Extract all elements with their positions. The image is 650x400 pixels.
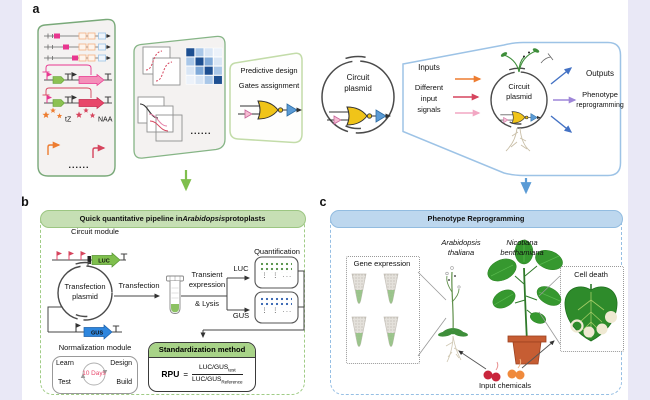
luc-plate-ellipsis: ⋮ ⋮ ...: [261, 273, 293, 279]
panel-c-title: Phenotype Reprogramming: [427, 214, 525, 223]
gene-expression-box: [346, 256, 420, 364]
circuit-plasmid-label: plasmid: [344, 84, 372, 93]
numerator-sub: test: [228, 367, 236, 373]
cycle-design-label: Design: [110, 360, 132, 367]
circuit-plasmid-label: Circuit: [346, 73, 370, 82]
transient-expression-label: Transient: [191, 270, 223, 279]
panel-c-label: c: [319, 195, 327, 209]
panel-b-title-italic: Arabidopsis: [182, 214, 226, 223]
transfection-plasmid-label: Transfection: [64, 282, 106, 291]
circuit-module-label: Circuit module: [71, 227, 119, 236]
gus-assay-label: GUS: [232, 311, 250, 320]
input-chemicals-label: Input chemicals: [478, 381, 532, 390]
luc-assay-label: LUC: [233, 264, 249, 273]
panel-b-title-suffix: protoplasts: [225, 214, 266, 223]
gates-assignment-label: Gates assignment: [238, 81, 300, 90]
ten-days-label: 10 Days: [82, 370, 106, 377]
different-input-signals-label: input: [420, 94, 438, 103]
denominator: LUC/GUS: [192, 375, 222, 383]
inputs-label: Inputs: [418, 63, 440, 72]
numerator: LUC/GUS: [198, 364, 229, 372]
cycle-build-label: Build: [116, 379, 132, 386]
rpu-fraction: LUC/GUStest LUC/GUSReference: [192, 364, 243, 384]
predictive-design-label: Predictive design: [240, 66, 298, 75]
phenotype-reprogramming-label: reprogramming: [576, 102, 624, 109]
cell-death-label: Cell death: [574, 270, 608, 279]
rpu-formula: RPU = LUC/GUStest LUC/GUSReference: [149, 358, 255, 391]
different-input-signals-label: Different: [414, 83, 444, 92]
circuit-plasmid-label: plasmid: [506, 92, 532, 101]
cycle-test-label: Test: [58, 379, 71, 386]
quantification-label: Quantification: [254, 247, 300, 256]
lysis-label: & Lysis: [195, 299, 219, 308]
normalization-module-label: Normalization module: [58, 343, 132, 352]
denominator-sub: Reference: [221, 378, 243, 384]
arabidopsis-name: thaliana: [447, 248, 475, 257]
arabidopsis-name: Arabidopsis: [441, 238, 481, 247]
transfection-label: Transfection: [118, 281, 160, 290]
standardization-method-box: Standardization method RPU = LUC/GUStest…: [148, 342, 256, 392]
outputs-label: Outputs: [585, 69, 614, 78]
gus-plate-ellipsis: ⋮ ⋮ ...: [261, 308, 293, 314]
standardization-title: Standardization method: [149, 343, 255, 358]
cycle-learn-label: Learn: [56, 360, 74, 367]
nicotiana-name: benthamiana: [500, 248, 544, 257]
transient-expression-label: expression: [188, 280, 226, 289]
panel-b-label: b: [21, 195, 29, 209]
different-input-signals-label: signals: [417, 105, 441, 114]
nicotiana-name: Nicotiana: [506, 238, 538, 247]
phenotype-reprogramming-label: Phenotype: [582, 90, 618, 99]
panel-c-header: Phenotype Reprogramming: [329, 209, 623, 228]
transfection-plasmid-label: plasmid: [72, 292, 98, 301]
panel-b-header: Quick quantitative pipeline in Arabidops…: [39, 209, 306, 228]
circuit-plasmid-label: Circuit: [508, 82, 530, 91]
equals-sign: =: [183, 369, 189, 379]
rpu-label: RPU: [161, 369, 180, 379]
panel-a-label: a: [32, 2, 40, 16]
gene-expression-label: Gene expression: [353, 259, 411, 268]
panel-b-title-prefix: Quick quantitative pipeline in: [79, 214, 183, 223]
